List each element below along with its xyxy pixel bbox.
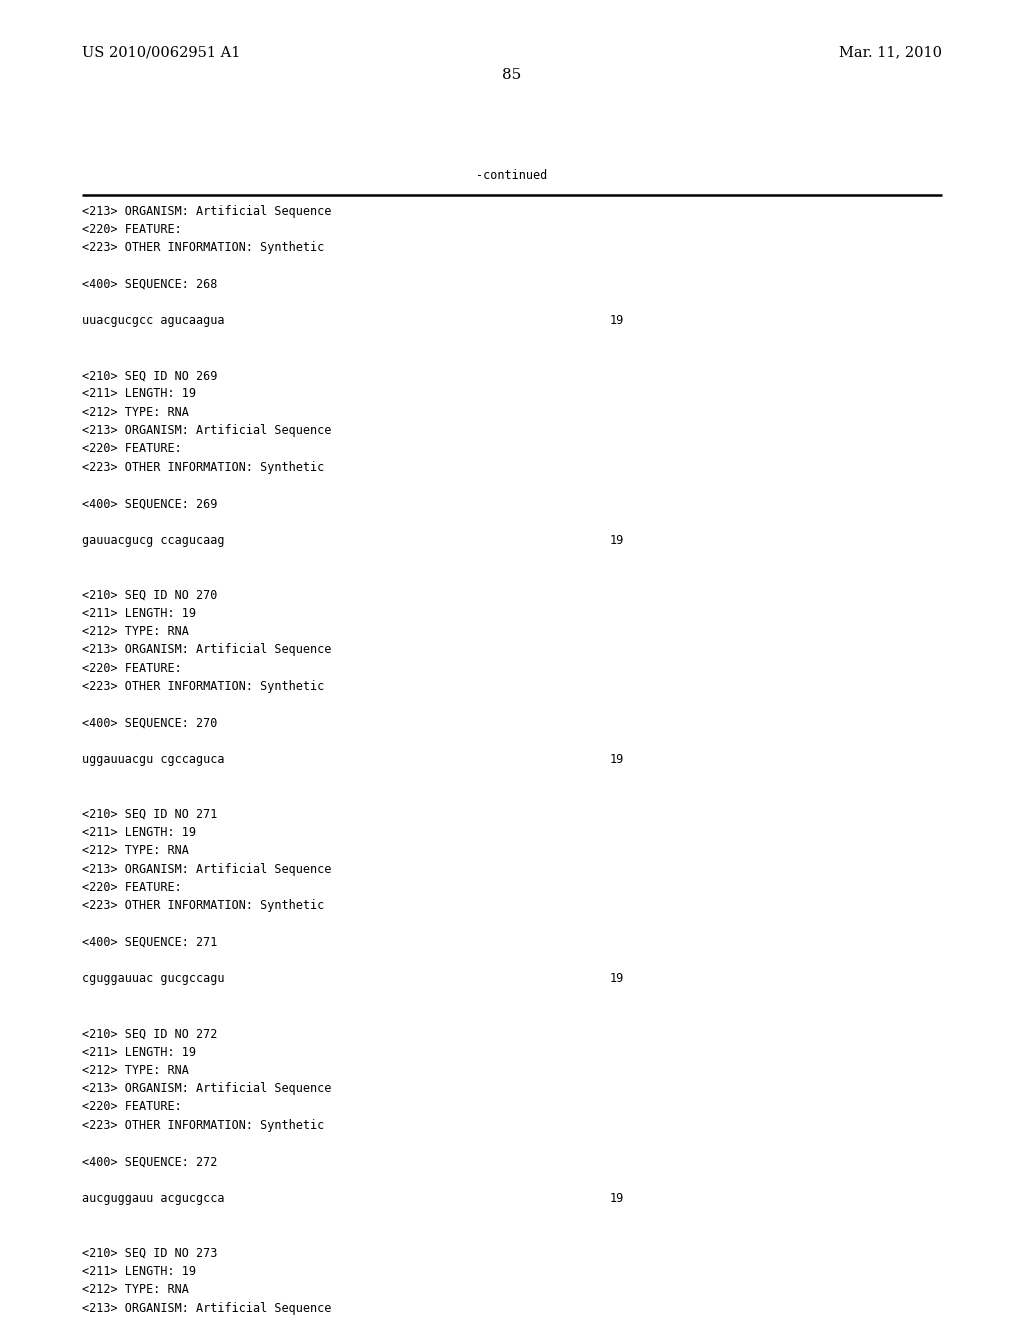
Text: <212> TYPE: RNA: <212> TYPE: RNA [82,405,188,418]
Text: <213> ORGANISM: Artificial Sequence: <213> ORGANISM: Artificial Sequence [82,1302,332,1315]
Text: uuacgucgcc agucaagua: uuacgucgcc agucaagua [82,314,224,327]
Text: 19: 19 [609,314,624,327]
Text: <223> OTHER INFORMATION: Synthetic: <223> OTHER INFORMATION: Synthetic [82,899,325,912]
Text: <212> TYPE: RNA: <212> TYPE: RNA [82,1283,188,1296]
Text: <220> FEATURE:: <220> FEATURE: [82,1101,181,1113]
Text: <220> FEATURE:: <220> FEATURE: [82,223,181,236]
Text: <223> OTHER INFORMATION: Synthetic: <223> OTHER INFORMATION: Synthetic [82,242,325,255]
Text: <213> ORGANISM: Artificial Sequence: <213> ORGANISM: Artificial Sequence [82,205,332,218]
Text: gauuacgucg ccagucaag: gauuacgucg ccagucaag [82,533,224,546]
Text: <220> FEATURE:: <220> FEATURE: [82,880,181,894]
Text: <223> OTHER INFORMATION: Synthetic: <223> OTHER INFORMATION: Synthetic [82,680,325,693]
Text: <210> SEQ ID NO 270: <210> SEQ ID NO 270 [82,589,217,602]
Text: <213> ORGANISM: Artificial Sequence: <213> ORGANISM: Artificial Sequence [82,424,332,437]
Text: <211> LENGTH: 19: <211> LENGTH: 19 [82,388,196,400]
Text: <210> SEQ ID NO 273: <210> SEQ ID NO 273 [82,1246,217,1259]
Text: <400> SEQUENCE: 272: <400> SEQUENCE: 272 [82,1155,217,1168]
Text: <212> TYPE: RNA: <212> TYPE: RNA [82,1064,188,1077]
Text: 19: 19 [609,973,624,986]
Text: <211> LENGTH: 19: <211> LENGTH: 19 [82,1265,196,1278]
Text: 19: 19 [609,533,624,546]
Text: uggauuacgu cgccaguca: uggauuacgu cgccaguca [82,754,224,766]
Text: <210> SEQ ID NO 272: <210> SEQ ID NO 272 [82,1027,217,1040]
Text: 19: 19 [609,1192,624,1205]
Text: <212> TYPE: RNA: <212> TYPE: RNA [82,845,188,858]
Text: US 2010/0062951 A1: US 2010/0062951 A1 [82,45,241,59]
Text: <220> FEATURE:: <220> FEATURE: [82,442,181,455]
Text: <210> SEQ ID NO 271: <210> SEQ ID NO 271 [82,808,217,821]
Text: <212> TYPE: RNA: <212> TYPE: RNA [82,626,188,638]
Text: <220> FEATURE:: <220> FEATURE: [82,661,181,675]
Text: <213> ORGANISM: Artificial Sequence: <213> ORGANISM: Artificial Sequence [82,863,332,875]
Text: <211> LENGTH: 19: <211> LENGTH: 19 [82,1045,196,1059]
Text: 19: 19 [609,754,624,766]
Text: <223> OTHER INFORMATION: Synthetic: <223> OTHER INFORMATION: Synthetic [82,461,325,474]
Text: <223> OTHER INFORMATION: Synthetic: <223> OTHER INFORMATION: Synthetic [82,1119,325,1131]
Text: cguggauuac gucgccagu: cguggauuac gucgccagu [82,973,224,986]
Text: <210> SEQ ID NO 269: <210> SEQ ID NO 269 [82,370,217,381]
Text: <211> LENGTH: 19: <211> LENGTH: 19 [82,826,196,840]
Text: <400> SEQUENCE: 268: <400> SEQUENCE: 268 [82,277,217,290]
Text: 85: 85 [503,67,521,82]
Text: aucguggauu acgucgcca: aucguggauu acgucgcca [82,1192,224,1205]
Text: <213> ORGANISM: Artificial Sequence: <213> ORGANISM: Artificial Sequence [82,643,332,656]
Text: <213> ORGANISM: Artificial Sequence: <213> ORGANISM: Artificial Sequence [82,1082,332,1096]
Text: <211> LENGTH: 19: <211> LENGTH: 19 [82,607,196,620]
Text: -continued: -continued [476,169,548,182]
Text: <400> SEQUENCE: 269: <400> SEQUENCE: 269 [82,498,217,510]
Text: <400> SEQUENCE: 271: <400> SEQUENCE: 271 [82,936,217,949]
Text: Mar. 11, 2010: Mar. 11, 2010 [839,45,942,59]
Text: <400> SEQUENCE: 270: <400> SEQUENCE: 270 [82,717,217,730]
